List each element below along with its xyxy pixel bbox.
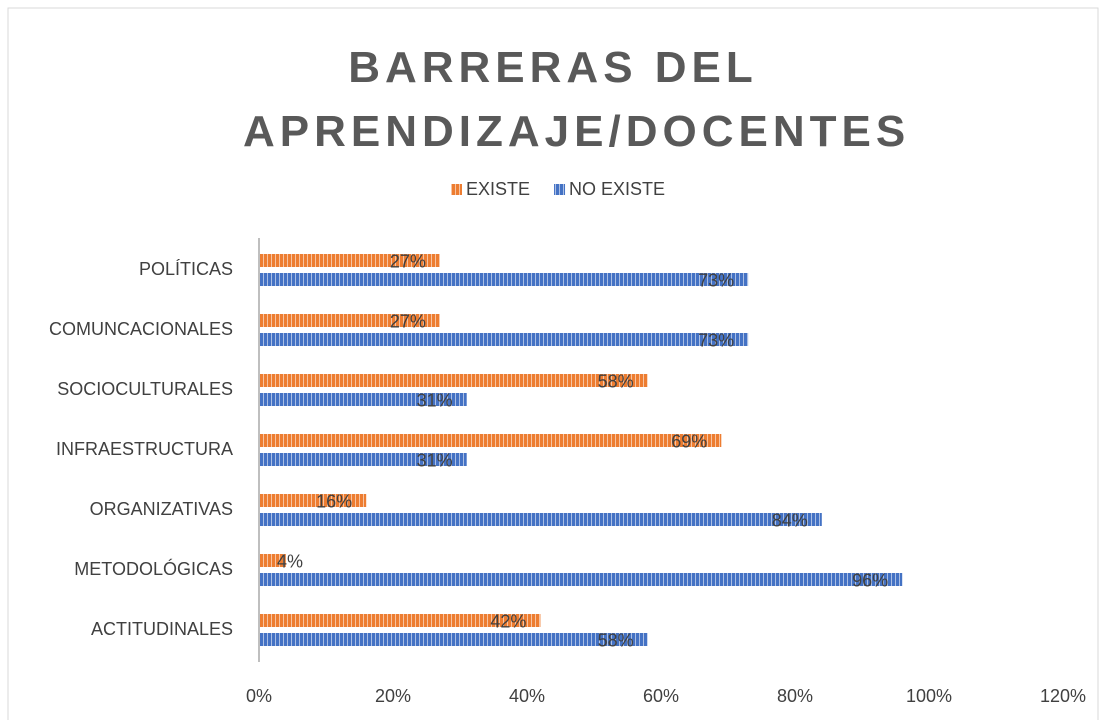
x-tick-label: 0% (246, 686, 272, 706)
y-tick-label: INFRAESTRUCTURA (56, 439, 233, 459)
y-tick-label: COMUNCACIONALES (49, 319, 233, 339)
bar (259, 273, 749, 286)
legend-swatch (554, 184, 566, 195)
x-tick-label: 120% (1040, 686, 1086, 706)
bar (259, 434, 722, 447)
data-label: 58% (598, 630, 634, 650)
data-label: 31% (417, 450, 453, 470)
legend-swatch (451, 184, 462, 195)
bar (259, 453, 467, 466)
bar (259, 573, 903, 586)
chart-title: BARRERAS DEL APRENDIZAJE/DOCENTES (243, 43, 911, 156)
data-label: 27% (390, 251, 426, 271)
y-tick-label: POLÍTICAS (139, 259, 233, 279)
bar (259, 393, 467, 406)
bar (259, 254, 440, 267)
bar (259, 614, 541, 627)
legend-label: NO EXISTE (569, 179, 665, 199)
y-tick-label: ORGANIZATIVAS (90, 499, 233, 519)
bar (259, 633, 648, 646)
chart-border (7, 7, 1099, 720)
data-label: 96% (852, 570, 888, 590)
data-label: 31% (417, 390, 453, 410)
data-label: 84% (772, 510, 808, 530)
data-label: 27% (390, 311, 426, 331)
x-tick-label: 100% (906, 686, 952, 706)
data-label: 73% (698, 330, 734, 350)
x-tick-label: 60% (643, 686, 679, 706)
legend-label: EXISTE (466, 179, 530, 199)
bar (259, 374, 648, 387)
data-label: 58% (598, 371, 634, 391)
x-tick-label: 80% (777, 686, 813, 706)
bar (259, 513, 822, 526)
y-tick-label: METODOLÓGICAS (74, 558, 233, 579)
data-label: 42% (490, 611, 526, 631)
y-tick-label: ACTITUDINALES (91, 619, 233, 639)
bar (259, 333, 749, 346)
x-tick-label: 40% (509, 686, 545, 706)
data-label: 4% (277, 551, 303, 571)
data-label: 16% (316, 491, 352, 511)
bar (259, 554, 286, 567)
data-label: 69% (671, 431, 707, 451)
y-tick-label: SOCIOCULTURALES (57, 379, 233, 399)
x-tick-label: 20% (375, 686, 411, 706)
bar (259, 494, 367, 507)
bar (259, 314, 440, 327)
data-label: 73% (698, 270, 734, 290)
